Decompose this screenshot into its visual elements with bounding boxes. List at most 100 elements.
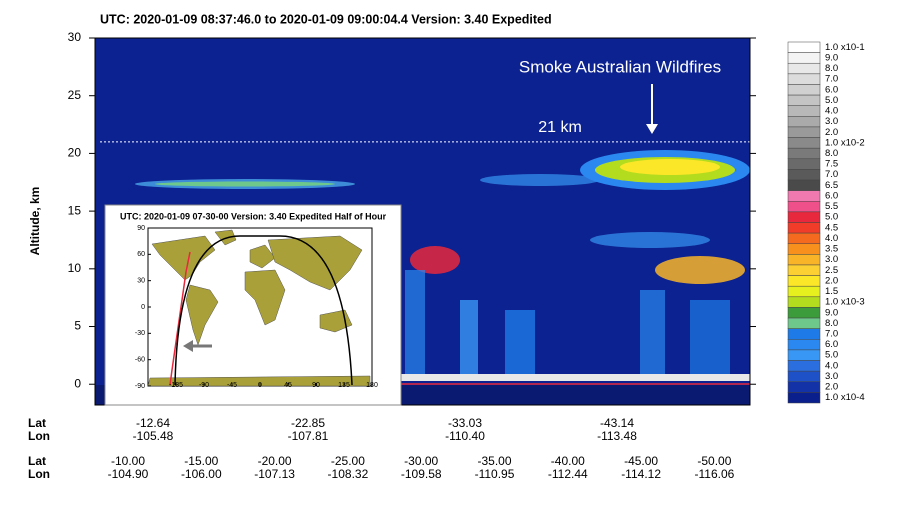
colorbar-cell xyxy=(787,285,821,298)
inset-x-tick-label: -45 xyxy=(227,382,237,389)
colorbar-cell xyxy=(787,190,821,202)
inset-y-tick-label: 0 xyxy=(141,304,145,311)
axis-value: -45.00 xyxy=(624,454,658,468)
plot-frame xyxy=(94,37,751,406)
y-tick-label: 15 xyxy=(68,203,82,217)
colorbar-label: 3.5 xyxy=(825,244,838,255)
colorbar-label: 7.0 xyxy=(825,169,838,180)
cloud-column xyxy=(460,300,478,380)
y-tick-label: 20 xyxy=(68,146,82,160)
colorbar-label: 8.0 xyxy=(825,318,838,329)
annotation-arrowhead xyxy=(646,124,658,134)
axis-value: -33.03 xyxy=(448,416,482,430)
aerosol-layer xyxy=(155,181,335,187)
row-label: Lon xyxy=(28,429,50,443)
colorbar-cell xyxy=(787,137,821,149)
axis-value: -106.00 xyxy=(181,467,222,481)
colorbar-cell xyxy=(787,52,821,64)
axis-value: -10.00 xyxy=(111,454,145,468)
axis-value: -30.00 xyxy=(404,454,438,468)
axis-value: -108.32 xyxy=(328,467,369,481)
colorbar-cell xyxy=(787,105,821,117)
colorbar-label: 2.0 xyxy=(825,275,838,286)
smoke-plume xyxy=(620,159,720,175)
colorbar-cell xyxy=(787,307,821,319)
colorbar-label: 6.0 xyxy=(825,84,838,95)
axis-value: -105.48 xyxy=(133,429,174,443)
colorbar-cell xyxy=(787,328,821,340)
inset-x-tick-label: -135 xyxy=(169,382,183,389)
colorbar-cell xyxy=(787,62,821,75)
colorbar-cell xyxy=(787,179,821,191)
axis-value: -109.58 xyxy=(401,467,442,481)
colorbar-label: 9.0 xyxy=(825,52,838,63)
colorbar-cell xyxy=(787,201,821,213)
colorbar-label: 4.0 xyxy=(825,360,838,371)
cloud-column xyxy=(505,310,535,380)
cloud-column xyxy=(640,290,665,380)
direction-arrowhead xyxy=(183,340,193,352)
colorbar-cell xyxy=(787,370,821,383)
colorbar-cell xyxy=(787,360,821,372)
axis-value: -110.40 xyxy=(445,429,485,443)
colorbar-cell xyxy=(787,381,821,393)
axis-value: -35.00 xyxy=(477,454,511,468)
colorbar-label: 6.0 xyxy=(825,190,838,201)
axis-value: -15.00 xyxy=(184,454,218,468)
colorbar-cell xyxy=(787,73,821,85)
chart-title: UTC: 2020-01-09 08:37:46.0 to 2020-01-09… xyxy=(100,12,552,26)
colorbar-label: 2.5 xyxy=(825,265,838,276)
colorbar-label: 5.0 xyxy=(825,212,838,223)
colorbar-cell xyxy=(787,264,821,276)
terminator xyxy=(174,235,353,386)
colorbar-cell xyxy=(787,158,821,170)
colorbar-cell xyxy=(787,126,821,138)
axis-value: -113.48 xyxy=(597,429,637,443)
colorbar-cell xyxy=(787,317,821,329)
axis-value: -12.64 xyxy=(136,416,170,430)
axis-value: -110.95 xyxy=(475,467,515,481)
axis-value: -112.44 xyxy=(548,467,588,481)
inset-title: UTC: 2020-01-09 07-30-00 Version: 3.40 E… xyxy=(120,211,387,221)
colorbar-label: 7.5 xyxy=(825,159,838,170)
colorbar-label: 5.5 xyxy=(825,201,838,212)
colorbar-cell xyxy=(787,84,821,96)
colorbar-cell xyxy=(787,147,821,160)
axis-value: -43.14 xyxy=(600,416,634,430)
colorbar-cell xyxy=(787,211,821,223)
colorbar-cell xyxy=(787,349,821,361)
reference-label: 21 km xyxy=(538,119,582,136)
colorbar-label: 5.0 xyxy=(825,350,838,361)
colorbar-cell xyxy=(787,392,821,404)
axis-value: -116.06 xyxy=(694,467,734,481)
inset-map: UTC: 2020-01-09 07-30-00 Version: 3.40 E… xyxy=(104,204,402,406)
inset-y-tick-label: 30 xyxy=(137,278,145,285)
annotation: Smoke Australian Wildfires xyxy=(519,57,721,76)
inset-x-tick-label: 135 xyxy=(338,382,350,389)
cloud-column xyxy=(690,300,730,380)
colorbar-label: 4.0 xyxy=(825,106,838,117)
axis-value: -25.00 xyxy=(331,454,365,468)
axis-value: -50.00 xyxy=(697,454,731,468)
aerosol-layer xyxy=(480,174,600,186)
inset-y-tick-label: -60 xyxy=(135,357,145,364)
orbit-track xyxy=(169,251,191,386)
colorbar-label: 6.0 xyxy=(825,339,838,350)
colorbar-label: 7.0 xyxy=(825,329,838,340)
colorbar-label: 2.0 xyxy=(825,382,838,393)
colorbar-label: 9.0 xyxy=(825,307,838,318)
colorbar-label: 3.0 xyxy=(825,116,838,127)
colorbar-cell xyxy=(787,339,821,351)
colorbar-label: 5.0 xyxy=(825,95,838,106)
colorbar-label: 3.0 xyxy=(825,254,838,265)
colorbar-cell xyxy=(787,254,821,266)
axis-value: -104.90 xyxy=(108,467,149,481)
inset-x-tick-label: 90 xyxy=(312,382,320,389)
row-label: Lat xyxy=(28,454,46,468)
cloud xyxy=(410,246,460,274)
colorbar-label: 1.0 x10-1 xyxy=(825,42,865,53)
axis-value: -22.85 xyxy=(291,416,325,430)
colorbar-cell xyxy=(787,243,821,255)
colorbar-cell xyxy=(787,116,821,128)
